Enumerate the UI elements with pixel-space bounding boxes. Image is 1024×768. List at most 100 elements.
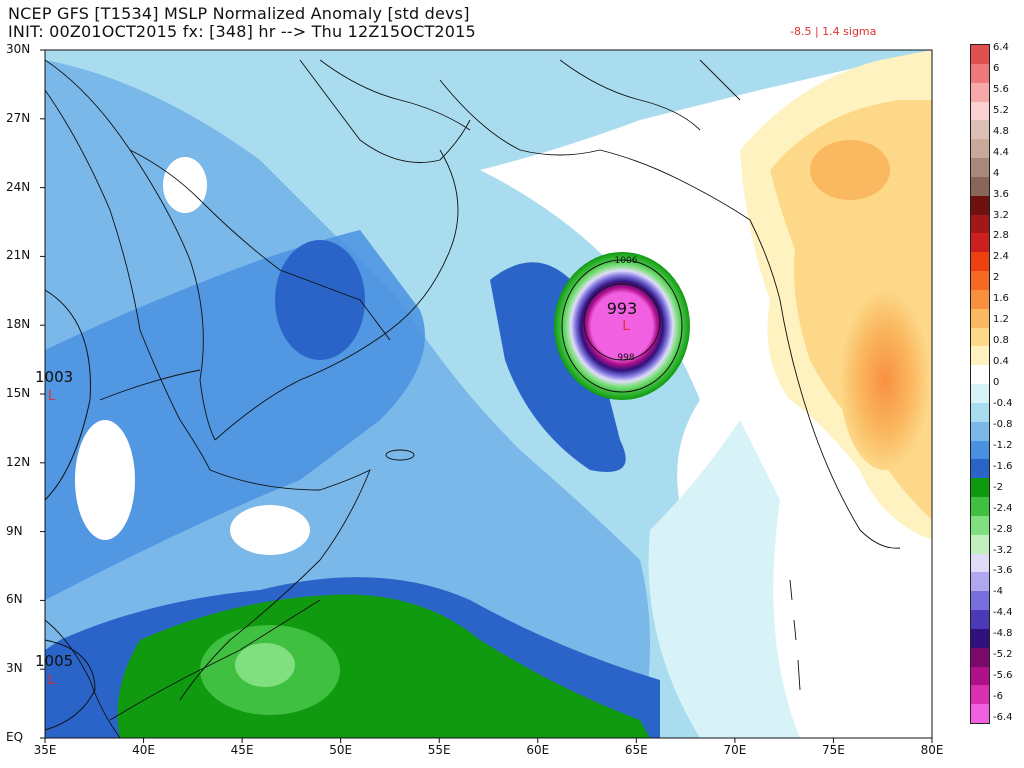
- colorbar-label: 2.4: [993, 251, 1009, 263]
- colorbar-swatch: [971, 120, 989, 140]
- colorbar-swatch: [971, 289, 989, 310]
- lat-label: 12N: [6, 454, 31, 469]
- colorbar-swatch: [971, 327, 989, 347]
- colorbar-label: -6: [993, 691, 1003, 703]
- colorbar-swatch: [971, 158, 989, 178]
- lon-label: 40E: [132, 743, 155, 757]
- colorbar-label: 5.2: [993, 104, 1009, 116]
- colorbar-label: -4.8: [993, 628, 1013, 640]
- lon-label: 75E: [822, 743, 845, 757]
- title-line-2: INIT: 00Z01OCT2015 fx: [348] hr --> Thu …: [8, 22, 476, 41]
- lat-label: 18N: [6, 317, 31, 332]
- colorbar-swatch: [971, 666, 989, 686]
- colorbar-swatch: [971, 628, 989, 649]
- lat-label: 27N: [6, 110, 31, 125]
- colorbar-label: 2.8: [993, 230, 1009, 242]
- colorbar-label: -2: [993, 481, 1003, 493]
- colorbar-swatch: [971, 534, 989, 554]
- colorbar-label: 0: [993, 377, 1000, 388]
- colorbar-swatch: [971, 591, 989, 611]
- colorbar-swatch: [971, 402, 989, 423]
- west-low-label-2: 1005: [35, 652, 73, 670]
- contour-label-inner: 998: [617, 353, 634, 363]
- low-center-label: 993: [607, 299, 638, 318]
- colorbar-swatch: [971, 572, 989, 592]
- sigma-note: -8.5 | 1.4 sigma: [790, 25, 877, 38]
- colorbar-swatch: [971, 497, 989, 517]
- colorbar-label: -4.4: [993, 607, 1013, 619]
- colorbar-swatch: [971, 139, 989, 159]
- lat-label: EQ: [6, 730, 24, 744]
- colorbar-swatch: [971, 63, 989, 84]
- colorbar-swatch: [971, 365, 989, 385]
- colorbar-swatch: [971, 704, 989, 724]
- west-low-marker-1: L: [48, 389, 56, 404]
- lon-label: 55E: [427, 743, 451, 757]
- pressure-contours: [44, 259, 683, 731]
- colorbar-swatch: [971, 252, 989, 272]
- lat-label: 24N: [6, 179, 31, 194]
- lon-label: 50E: [329, 743, 353, 757]
- lon-label: 70E: [723, 743, 747, 757]
- colorbar-swatch: [971, 195, 989, 215]
- colorbar-swatch: [971, 346, 989, 366]
- colorbar-label: 4.4: [993, 146, 1009, 158]
- colorbar-swatch: [971, 101, 989, 121]
- colorbar-swatch: [971, 384, 989, 404]
- colorbar-label: -5.6: [993, 670, 1013, 682]
- colorbar-label: -3.2: [993, 544, 1013, 556]
- coastlines: [45, 59, 901, 738]
- lon-label: 65E: [624, 743, 648, 757]
- lat-label: 3N: [6, 661, 23, 676]
- colorbar-swatch: [971, 515, 989, 536]
- colorbar-swatch: [971, 233, 989, 253]
- colorbar-label: -6.4: [993, 712, 1013, 723]
- colorbar-label: -5.2: [993, 649, 1013, 661]
- colorbar-label: 1.6: [993, 293, 1009, 305]
- colorbar-label: -2.8: [993, 523, 1013, 535]
- lon-label: 80E: [920, 743, 944, 757]
- colorbar-swatch: [971, 45, 989, 65]
- west-low-label-1: 1003: [35, 368, 73, 386]
- colorbar-label: -4: [993, 586, 1003, 598]
- colorbar-swatch: [971, 478, 989, 498]
- colorbar-label: 2: [993, 272, 1000, 284]
- lat-label: 15N: [6, 386, 31, 400]
- axis-ticks: [40, 49, 933, 743]
- colorbar-swatch: [971, 214, 989, 234]
- colorbar-label: 3.6: [993, 188, 1009, 200]
- contour-label-outer: 1006: [615, 256, 638, 266]
- colorbar-label: -2.4: [993, 502, 1013, 514]
- colorbar-label: 0.8: [993, 335, 1009, 347]
- colorbar-label: -0.4: [993, 397, 1013, 409]
- lon-label: 60E: [526, 743, 550, 757]
- lat-label: 9N: [6, 523, 23, 538]
- colorbar-swatch: [971, 308, 989, 328]
- colorbar-label: 3.2: [993, 209, 1009, 221]
- colorbar-swatch: [971, 271, 989, 291]
- lat-label: 6N: [6, 592, 23, 607]
- colorbar: [970, 44, 990, 724]
- colorbar-swatch: [971, 82, 989, 102]
- colorbar-label: 6.4: [993, 42, 1009, 53]
- colorbar-swatch: [971, 421, 989, 441]
- colorbar-label: -1.6: [993, 460, 1013, 472]
- west-low-marker-2: L: [48, 673, 56, 688]
- colorbar-swatch: [971, 685, 989, 705]
- colorbar-label: 6: [993, 62, 1000, 74]
- colorbar-swatch: [971, 176, 989, 197]
- low-marker: L: [622, 319, 630, 334]
- colorbar-label: 1.2: [993, 314, 1009, 326]
- lon-label: 35E: [33, 743, 57, 757]
- lat-label: 21N: [6, 248, 31, 263]
- colorbar-swatch: [971, 553, 989, 573]
- colorbar-label: -3.6: [993, 565, 1013, 577]
- colorbar-label: 5.6: [993, 83, 1009, 95]
- colorbar-swatch: [971, 610, 989, 630]
- colorbar-label: -0.8: [993, 418, 1013, 430]
- lon-label: 45E: [230, 743, 254, 757]
- colorbar-label: -1.2: [993, 439, 1013, 451]
- lat-label: 30N: [6, 42, 31, 56]
- anomaly-field: [45, 50, 932, 738]
